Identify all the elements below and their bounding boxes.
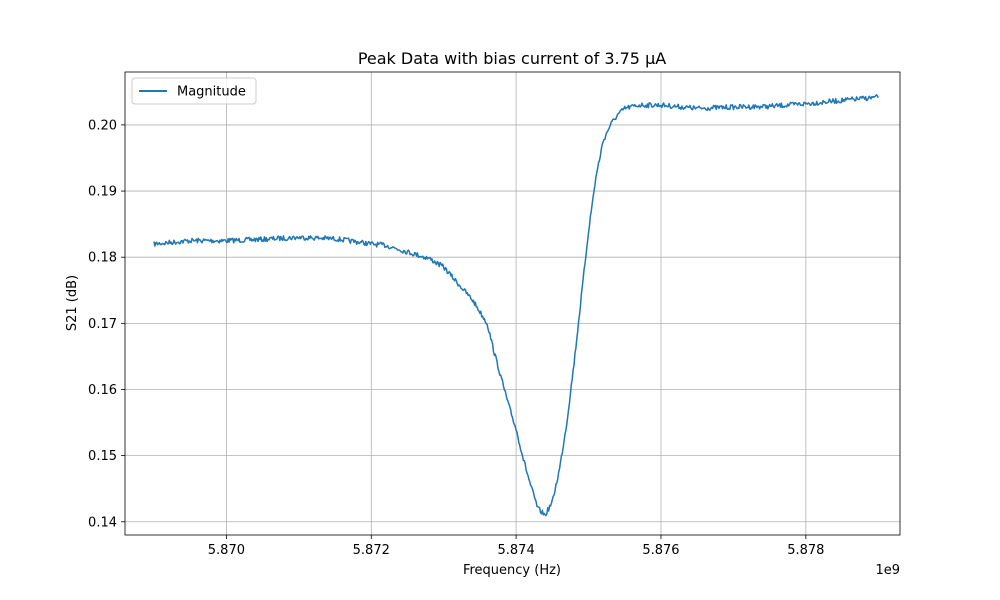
x-tick-label: 5.878 — [787, 543, 824, 558]
legend: Magnitude — [131, 77, 257, 105]
x-tick-label: 5.872 — [353, 543, 390, 558]
chart-title: Peak Data with bias current of 3.75 μA — [358, 49, 666, 68]
legend-label-magnitude: Magnitude — [177, 85, 246, 100]
y-axis-label: S21 (dB) — [65, 275, 80, 331]
y-tick-label: 0.14 — [88, 515, 117, 530]
y-tick-label: 0.17 — [88, 317, 117, 332]
x-tick-label: 5.870 — [208, 543, 245, 558]
plot-area — [125, 72, 900, 535]
plot-frame — [124, 71, 901, 536]
series-layer — [153, 94, 879, 517]
x-tick-label: 5.876 — [642, 543, 679, 558]
y-axis-ticks: 0.14 0.15 0.16 0.17 0.18 0.19 0.20 — [88, 118, 125, 530]
grid — [125, 72, 900, 535]
x-axis-label: Frequency (Hz) — [463, 563, 561, 578]
y-tick-label: 0.18 — [88, 251, 117, 266]
y-tick-label: 0.19 — [88, 185, 117, 200]
legend-box — [131, 77, 257, 105]
y-tick-label: 0.16 — [88, 383, 117, 398]
x-axis-ticks: 5.870 5.872 5.874 5.876 5.878 — [208, 535, 824, 558]
series-line-magnitude — [153, 94, 879, 517]
x-axis-offset-label: 1e9 — [875, 563, 900, 578]
y-tick-label: 0.15 — [88, 449, 117, 464]
y-tick-label: 0.20 — [88, 118, 117, 133]
x-tick-label: 5.874 — [498, 543, 535, 558]
